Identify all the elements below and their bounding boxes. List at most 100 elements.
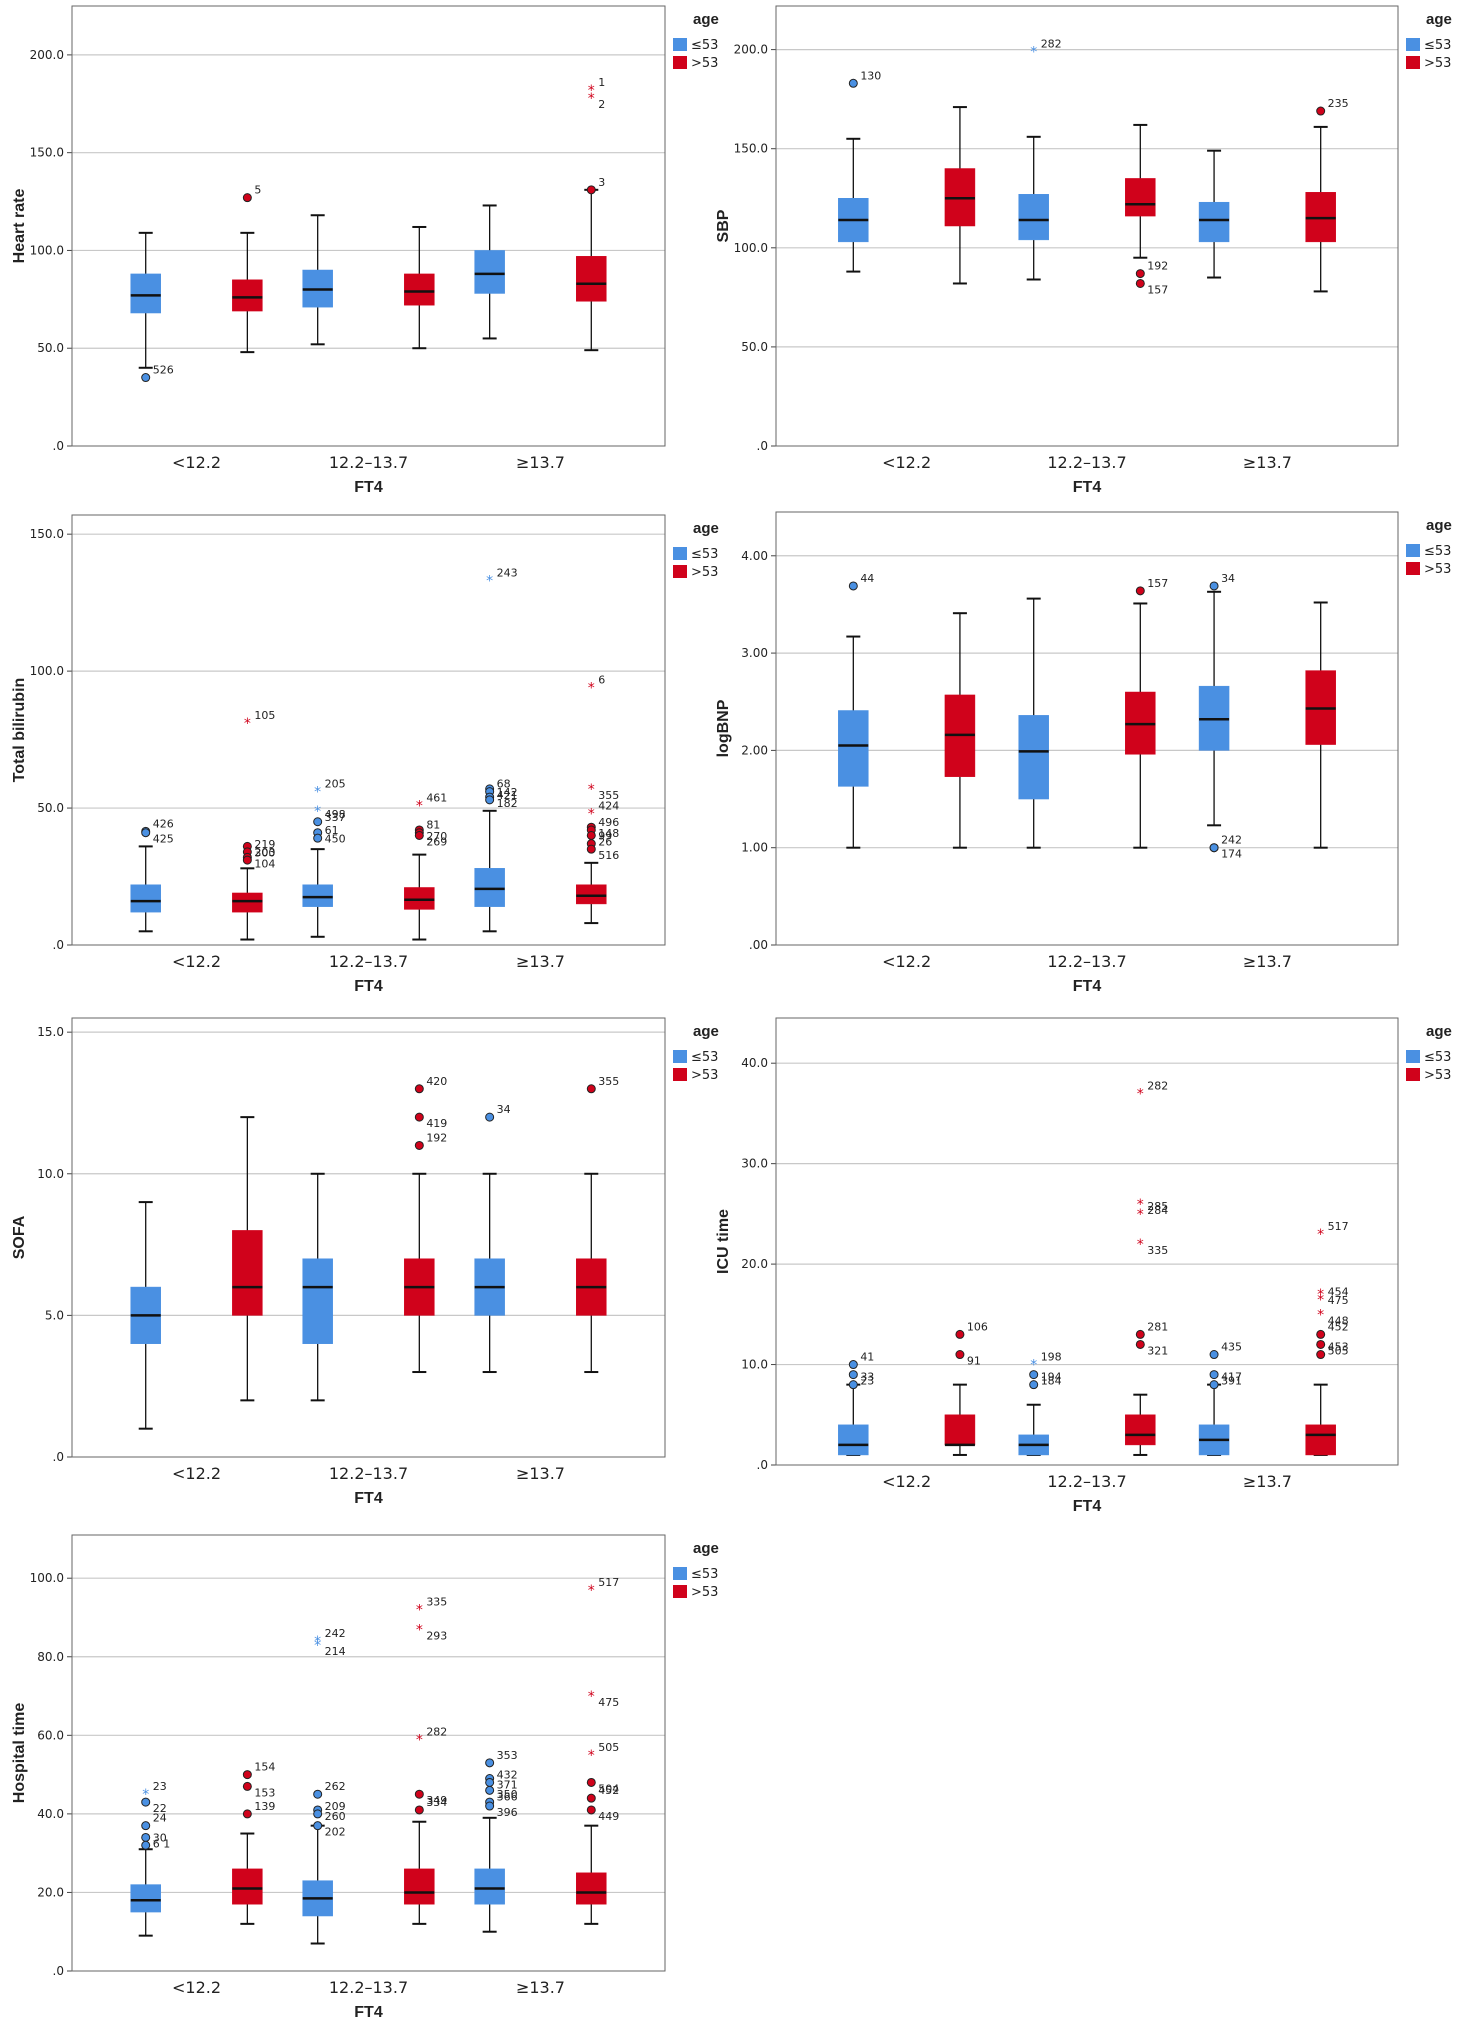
outlier-point	[414, 1789, 424, 1799]
x-tick-label: 12.2–13.7	[329, 1978, 408, 1997]
box-old-1	[232, 1116, 263, 1402]
outlier-label: 23	[860, 1375, 874, 1388]
legend-swatch	[673, 1068, 687, 1081]
y-axis-title: Hospital time	[11, 1703, 28, 1804]
outlier-point	[955, 1350, 965, 1360]
extreme-point: *	[416, 798, 423, 814]
plot-frame	[71, 1017, 666, 1458]
outlier-label: 453	[1328, 1341, 1349, 1354]
outlier-point	[1316, 1339, 1326, 1349]
outlier-label: 262	[325, 1780, 346, 1793]
outlier-label: 475	[598, 1696, 619, 1709]
outlier-label: 452	[598, 1784, 619, 1797]
outlier-point	[414, 1084, 424, 1094]
legend-title: age	[693, 520, 719, 537]
legend-item: ≤53	[691, 547, 718, 562]
x-tick-label: ≥13.7	[516, 453, 565, 472]
outlier-label: 461	[426, 791, 447, 804]
outlier-label: 334	[426, 1796, 447, 1809]
outlier-point	[485, 1777, 495, 1787]
outlier-label: 6 1	[153, 1837, 171, 1850]
outlier-label: 282	[1147, 1079, 1168, 1092]
box-iqr	[1125, 178, 1156, 217]
outlier-label: 24	[153, 1812, 167, 1825]
outlier-label: 450	[325, 833, 346, 846]
outlier-point	[485, 1758, 495, 1768]
outlier-label: 106	[967, 1320, 988, 1333]
outlier-label: 41	[860, 1351, 874, 1364]
plot-frame	[775, 511, 1399, 946]
outlier-point	[414, 1805, 424, 1815]
x-axis-title: FT4	[354, 1490, 383, 1507]
outlier-point	[586, 1805, 596, 1815]
extreme-point: *	[1317, 1287, 1324, 1303]
extreme-point: *	[1030, 45, 1037, 61]
extreme-point: *	[1317, 1227, 1324, 1243]
outlier-point	[955, 1329, 965, 1339]
outlier-point	[1029, 1380, 1039, 1390]
outlier-point	[313, 1789, 323, 1799]
y-tick-label: .0	[53, 1450, 64, 1464]
y-tick-label: 100.0	[734, 241, 768, 255]
y-axis-title: logBNP	[715, 699, 732, 757]
x-tick-label: ≥13.7	[516, 1464, 565, 1483]
outlier-label: 419	[426, 1117, 447, 1130]
outlier-point	[1209, 1370, 1219, 1380]
box-old-2: 157	[1125, 577, 1168, 849]
outlier-point	[848, 581, 858, 591]
extreme-point: *	[314, 785, 321, 801]
outlier-label: 448	[1328, 1314, 1349, 1327]
outlier-point	[848, 78, 858, 88]
outlier-label: 496	[598, 816, 619, 829]
outlier-label: 281	[1147, 1320, 1168, 1333]
y-tick-label: 200.0	[30, 48, 64, 62]
legend-swatch	[1406, 1050, 1420, 1063]
y-tick-label: 50.0	[37, 801, 64, 815]
outlier-label: 30	[153, 1831, 167, 1844]
y-tick-label: 150.0	[30, 146, 64, 160]
outlier-label: 130	[860, 69, 881, 82]
box-old-3: *1* 2 3	[576, 76, 607, 352]
legend-title: age	[1426, 1023, 1452, 1040]
outlier-point	[1316, 1350, 1326, 1360]
legend-item: >53	[691, 1585, 718, 1600]
y-tick-label: 100.0	[30, 243, 64, 257]
chart-panel-2: .0 50.0 100.0 150.0 200.0 130 * 282 192 157 235 <12…	[715, 5, 1452, 496]
y-tick-label: 150.0	[734, 142, 768, 156]
x-tick-label: <12.2	[882, 1472, 931, 1491]
outlier-label: 321	[1147, 1344, 1168, 1357]
outlier-label: 426	[153, 817, 174, 830]
box-young-1: 130	[838, 69, 881, 273]
y-tick-label: 50.0	[741, 340, 768, 354]
outlier-label: 209	[325, 1800, 346, 1813]
y-tick-label: .0	[757, 439, 768, 453]
outlier-label: 34	[1221, 572, 1235, 585]
outlier-point	[848, 1360, 858, 1370]
outlier-label: 235	[1328, 97, 1349, 110]
y-tick-label: 100.0	[30, 664, 64, 678]
box-old-1: 5	[232, 184, 263, 354]
outlier-point	[1316, 1329, 1326, 1339]
extreme-point: *	[314, 1634, 321, 1650]
legend-swatch	[1406, 56, 1420, 69]
outlier-label: 68	[497, 778, 511, 791]
outlier-label: 242	[325, 1627, 346, 1640]
outlier-label: 282	[1041, 38, 1062, 51]
legend-item: ≤53	[1424, 38, 1451, 53]
box-iqr	[232, 1868, 263, 1905]
outlier-point	[1316, 106, 1326, 116]
legend-title: age	[693, 1540, 719, 1557]
y-tick-label: 15.0	[37, 1025, 64, 1039]
y-tick-label: .0	[53, 938, 64, 952]
outlier-label: 139	[254, 1800, 275, 1813]
x-axis-title: FT4	[354, 2004, 383, 2021]
box-iqr	[1198, 201, 1230, 243]
